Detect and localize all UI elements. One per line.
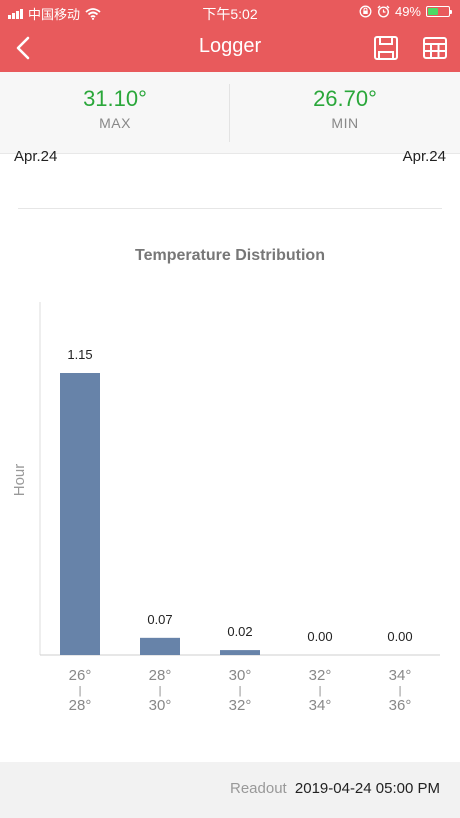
data-label-3: 0.00	[307, 629, 332, 644]
data-label-2: 0.02	[227, 624, 252, 639]
tick-label-high-3: 34°	[309, 697, 332, 714]
tick-label-sep-3: |	[319, 685, 322, 697]
rotation-lock-icon	[359, 5, 372, 18]
tick-label-high-2: 32°	[229, 697, 252, 714]
max-stat: 31.10° MAX	[0, 86, 230, 131]
bar-1	[140, 637, 180, 655]
battery-icon	[426, 6, 452, 17]
data-label-4: 0.00	[387, 629, 412, 644]
tick-label-low-1: 28°	[149, 667, 172, 684]
stats-divider	[229, 84, 230, 142]
status-right: 49%	[359, 4, 452, 19]
tick-label-sep-2: |	[239, 685, 242, 697]
tick-label-low-4: 34°	[389, 667, 412, 684]
back-chevron-icon[interactable]	[10, 34, 38, 62]
bar-0	[60, 373, 100, 655]
carrier-label: 中国移动	[28, 7, 81, 22]
status-time: 下午5:02	[202, 6, 258, 22]
readout: Readout 2019-04-24 05:00 PM	[230, 780, 440, 797]
wifi-icon	[85, 7, 101, 20]
tick-label-sep-0: |	[79, 685, 82, 697]
temperature-distribution-chart: Hour1.1526°|28°0.0728°|30°0.0230°|32°0.0…	[11, 302, 440, 714]
min-label: MIN	[331, 115, 359, 131]
footer: Readout 2019-04-24 05:00 PM	[0, 762, 460, 818]
table-grid-icon[interactable]	[421, 34, 449, 62]
data-label-0: 1.15	[67, 347, 92, 362]
y-axis-label: Hour	[11, 464, 28, 497]
tick-label-low-0: 26°	[69, 667, 92, 684]
nav-bar: Logger	[0, 24, 460, 72]
max-value: 31.10°	[83, 86, 147, 111]
readout-label: Readout	[230, 780, 287, 797]
chart-title: Temperature Distribution	[135, 247, 325, 264]
start-date: Apr.24	[14, 148, 58, 165]
bar-2	[220, 650, 260, 655]
battery-percent: 49%	[394, 4, 421, 19]
alarm-icon	[377, 5, 390, 18]
min-stat: 26.70° MIN	[230, 86, 460, 131]
tick-label-sep-4: |	[399, 685, 402, 697]
status-bar: 中国移动 下午5:02 49%	[0, 0, 460, 24]
tick-label-high-0: 28°	[69, 697, 92, 714]
signal-icon	[8, 8, 23, 19]
battery-fill	[428, 8, 438, 15]
end-date: Apr.24	[402, 148, 446, 165]
nav-title: Logger	[198, 35, 262, 57]
tick-label-low-2: 30°	[229, 667, 252, 684]
max-label: MAX	[99, 115, 131, 131]
save-floppy-icon[interactable]	[372, 34, 400, 62]
tick-label-high-1: 30°	[149, 697, 172, 714]
section-divider	[18, 208, 442, 209]
stats-panel: 31.10° MAX 26.70° MIN	[0, 72, 460, 154]
status-left: 中国移动	[8, 4, 101, 23]
tick-label-low-3: 32°	[309, 667, 332, 684]
data-label-1: 0.07	[147, 612, 172, 627]
tick-label-sep-1: |	[159, 685, 162, 697]
min-value: 26.70°	[313, 86, 377, 111]
readout-value: 2019-04-24 05:00 PM	[294, 780, 440, 797]
tick-label-high-4: 36°	[389, 697, 412, 714]
